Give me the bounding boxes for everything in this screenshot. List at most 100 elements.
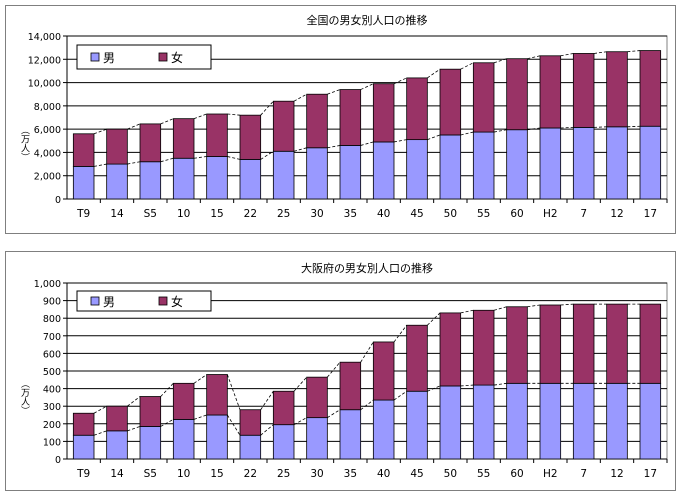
y-tick-label: 600 [43,349,61,360]
bar-female-T9 [72,133,95,167]
bar-male-14 [106,163,128,200]
bar-female-10 [172,118,195,159]
bar-male-50 [439,134,462,200]
bar-female-50 [439,68,462,136]
x-tick-label-45: 45 [410,468,423,480]
bar-male-S5 [139,161,162,200]
bar-male-60 [506,382,528,460]
x-tick-label-30: 30 [310,468,323,480]
bar-male-40 [372,399,395,460]
bar-female-40 [372,83,395,143]
bar-female-25 [272,390,295,426]
chart-title: 大阪府の男女別人口の推移 [301,261,433,275]
bar-male-10 [172,418,195,460]
legend-swatch-0 [90,296,100,306]
bar-female-50 [439,312,462,387]
bar-female-H2 [539,55,562,129]
x-tick-label-40: 40 [377,208,390,220]
y-tick-label: 4,000 [34,148,61,159]
bar-male-7 [572,126,595,200]
bar-male-35 [339,145,362,200]
legend-swatch-1 [158,52,168,62]
bar-female-T9 [72,412,95,436]
total-series-connector [93,303,640,414]
bar-female-10 [172,382,195,420]
bar-female-H2 [539,304,562,384]
bar-female-60 [506,306,528,384]
y-tick-label: 14,000 [28,32,61,43]
y-tick-label: 500 [43,367,61,378]
y-tick-label: 100 [43,437,61,448]
x-tick-label-35: 35 [344,468,357,480]
legend-swatch-1 [158,296,168,306]
bar-female-17 [639,50,662,127]
x-tick-label-T9: T9 [76,468,90,480]
y-tick-label: 0 [55,195,61,206]
x-tick-label-17: 17 [644,468,657,480]
x-tick-label-55: 55 [477,468,490,480]
y-axis-label: （万人） [19,126,30,162]
x-tick-label-7: 7 [580,208,587,220]
bar-female-55 [472,309,495,386]
x-tick-label-50: 50 [444,208,457,220]
bar-male-T9 [72,434,95,460]
bar-male-12 [606,126,628,200]
bar-male-7 [572,382,595,460]
bar-male-22 [239,434,262,460]
x-tick-label-15: 15 [210,468,223,480]
bar-male-14 [106,430,128,460]
bar-male-25 [272,424,295,460]
chart-title: 全国の男女別人口の推移 [307,13,428,27]
bar-male-12 [606,382,628,460]
legend-label-0: 男 [103,51,115,65]
x-tick-label-60: 60 [510,208,523,220]
x-tick-label-55: 55 [477,208,490,220]
bar-male-55 [472,384,495,460]
bar-female-30 [306,376,328,419]
y-tick-label: 8,000 [34,102,61,113]
legend-swatch-0 [90,52,100,62]
bar-female-14 [106,128,128,165]
bar-female-7 [572,53,595,128]
y-tick-label: 300 [43,402,61,413]
bar-male-17 [639,125,662,200]
legend-label-0: 男 [103,295,115,309]
bar-female-60 [506,58,528,131]
bar-female-22 [239,409,262,436]
male-series-connector [93,125,641,167]
bar-male-45 [406,139,428,200]
x-tick-label-50: 50 [444,468,457,480]
bar-female-17 [639,303,662,384]
x-tick-label-14: 14 [110,468,124,480]
total-series-connector [93,50,641,135]
x-tick-label-35: 35 [344,208,357,220]
national-population-chart: 全国の男女別人口の推移 0 2,000 4,000 6,000 8,000 10,000 12… [19,13,668,220]
x-tick-label-10: 10 [177,468,190,480]
bar-male-60 [506,129,528,200]
x-tick-label-25: 25 [277,468,290,480]
x-tick-label-H2: H2 [543,468,558,480]
bar-female-22 [239,114,262,160]
y-tick-label: 400 [43,385,61,396]
bar-male-T9 [72,165,95,200]
male-series-connector [93,382,640,436]
x-tick-label-14: 14 [110,208,124,220]
bar-male-H2 [539,382,562,460]
bar-female-35 [339,361,362,411]
bar-male-H2 [539,127,562,200]
legend-label-1: 女 [171,50,183,65]
bar-female-45 [406,324,428,392]
bar-female-35 [339,89,362,146]
y-tick-label: 800 [43,314,61,325]
bar-female-45 [406,77,428,141]
y-tick-label: 200 [43,420,61,431]
x-tick-label-H2: H2 [543,208,558,220]
bar-female-55 [472,62,495,133]
x-tick-label-22: 22 [244,468,257,480]
bar-female-15 [206,374,228,416]
bar-female-15 [206,113,228,157]
legend-label-1: 女 [171,294,183,309]
bar-male-55 [472,131,495,200]
x-tick-label-45: 45 [410,208,423,220]
y-tick-label: 10,000 [28,79,61,90]
